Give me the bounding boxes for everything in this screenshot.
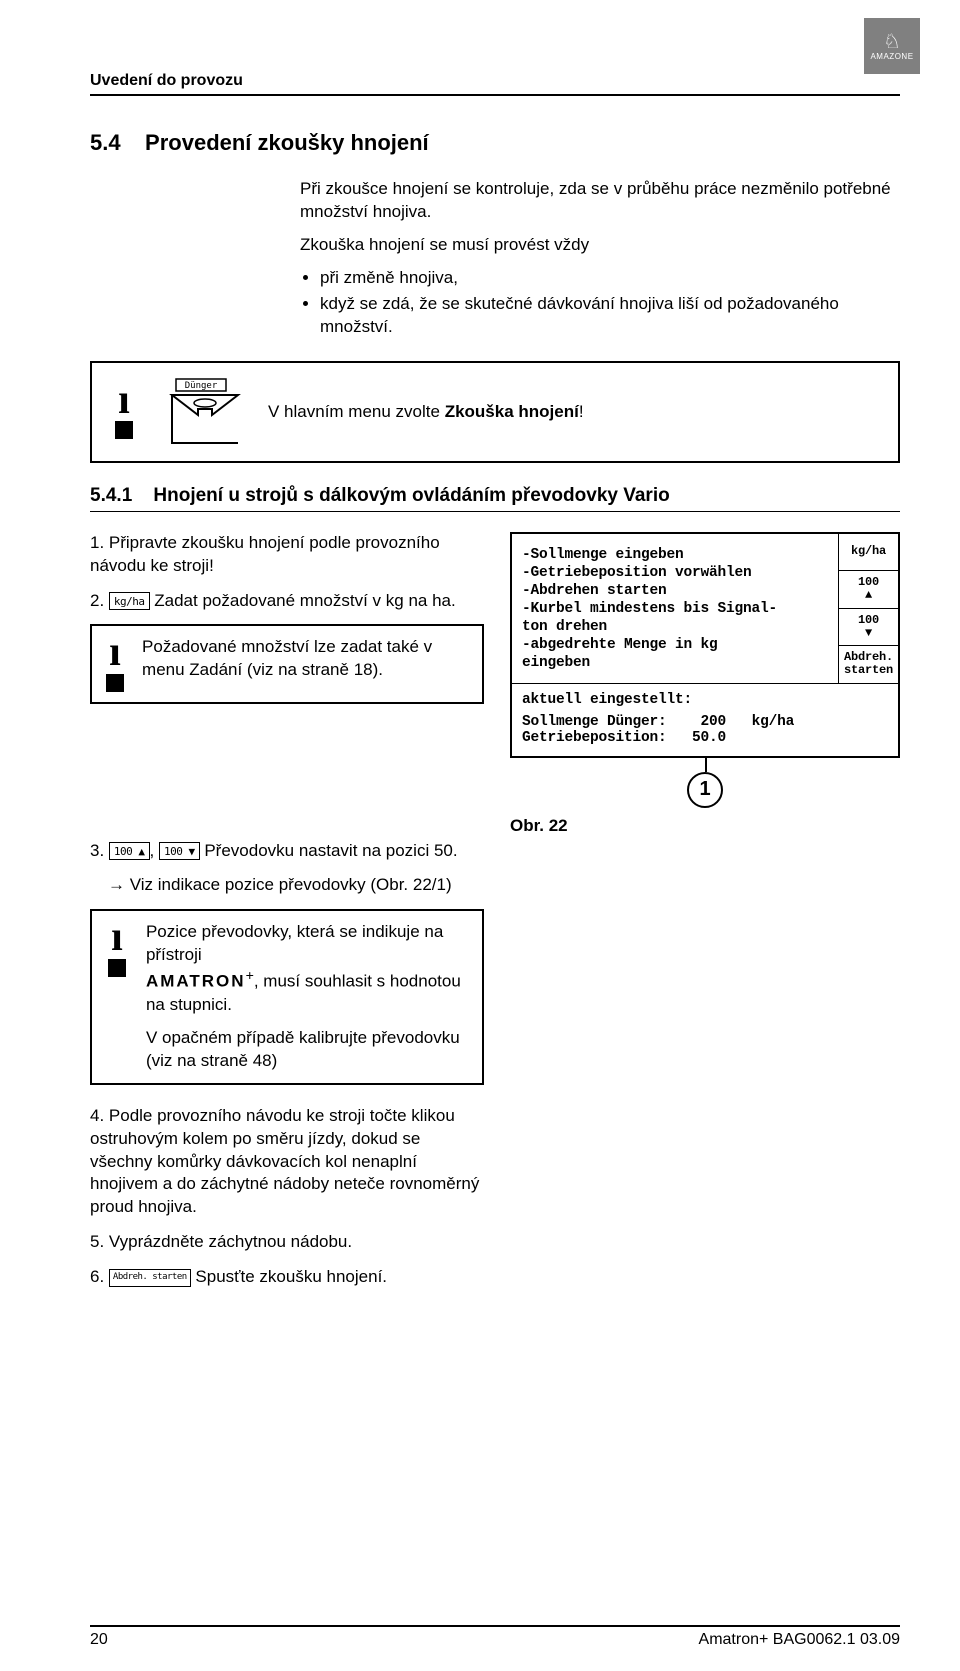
intro-p2: Zkouška hnojení se musí provést vždy	[300, 234, 900, 257]
screen-line: -Getriebeposition vorwählen	[522, 564, 832, 582]
device-screen-column: -Sollmenge eingeben -Getriebeposition vo…	[510, 532, 900, 836]
intro-bullet: když se zdá, že se skutečné dávkování hn…	[320, 293, 900, 339]
screen-line: -Sollmenge eingeben	[522, 546, 832, 564]
abdreh-starten-button[interactable]: Abdreh. starten	[109, 1269, 191, 1287]
step-1: 1. Připravte zkoušku hnojení podle provo…	[90, 532, 484, 578]
screen-main: -Sollmenge eingeben -Getriebeposition vo…	[512, 534, 838, 683]
doc-id: Amatron+ BAG0062.1 03.09	[699, 1631, 900, 1649]
info-icon: ı	[104, 921, 130, 977]
screen-status: aktuell eingestellt: Sollmenge Dünger: 2…	[512, 683, 898, 756]
screen-line: ton drehen	[522, 618, 832, 636]
softkey-up[interactable]: 100 ▲	[839, 571, 898, 608]
intro-block: Při zkoušce hnojení se kontroluje, zda s…	[300, 178, 900, 339]
figure-label: Obr. 22	[510, 816, 900, 836]
section-title: Provedení zkoušky hnojení	[145, 130, 429, 155]
section-heading: 5.4 Provedení zkoušky hnojení	[90, 130, 900, 156]
info-text: Pozice převodovky, která se indikuje na …	[146, 921, 470, 1072]
subsection-number: 5.4.1	[90, 485, 132, 506]
softkey-kgha[interactable]: kg/ha	[839, 534, 898, 571]
sollmenge-value: 200	[701, 714, 727, 730]
section-number: 5.4	[90, 130, 121, 155]
step-3: 3. 100 ▲, 100 ▼ Převodovku nastavit na p…	[90, 840, 484, 863]
step-3-sub: → Viz indikace pozice převodovky (Obr. 2…	[108, 874, 484, 897]
info-box-amatron: ı Pozice převodovky, která se indikuje n…	[90, 909, 484, 1084]
info-box-menu-zadani: ı Požadované množství lze zadat také v m…	[90, 624, 484, 704]
info-icon: ı	[106, 384, 142, 440]
info-box-main-menu: ı Dünger V hlavním menu zvolte Zkouška h…	[90, 361, 900, 463]
softkey-abdreh-starten[interactable]: Abdreh. starten	[839, 646, 898, 682]
intro-bullets: při změně hnojiva, když se zdá, že se sk…	[300, 267, 900, 339]
steps-col: 1. Připravte zkoušku hnojení podle provo…	[90, 532, 484, 724]
down-arrow-icon: ▼	[865, 627, 872, 640]
status-label: aktuell eingestellt:	[522, 692, 888, 708]
subsection-heading: 5.4.1 Hnojení u strojů s dálkovým ovládá…	[90, 485, 900, 512]
info-text: V hlavním menu zvolte Zkouška hnojení!	[268, 402, 584, 422]
logo-glyph: ♘	[883, 32, 901, 52]
logo-brand: AMAZONE	[870, 52, 913, 61]
step-6: 6. Abdreh. starten Spusťte zkoušku hnoje…	[90, 1266, 484, 1289]
step-2: 2. kg/ha Zadat požadované množství v kg …	[90, 590, 484, 613]
kgha-button[interactable]: kg/ha	[109, 592, 150, 610]
screen-line: eingeben	[522, 654, 832, 672]
screen-softkeys: kg/ha 100 ▲ 100 ▼ Abdreh. starten	[838, 534, 898, 683]
up-arrow-icon: ▲	[865, 589, 872, 602]
info-text: Požadované množství lze zadat také v men…	[142, 636, 470, 682]
step-5: 5. Vyprázdněte záchytnou nádobu.	[90, 1231, 484, 1254]
funnel-label: Dünger	[185, 381, 218, 391]
status-row: Sollmenge Dünger: 200 kg/ha	[522, 714, 888, 730]
amatron-brand: AMATRON	[146, 972, 246, 991]
subsection-title: Hnojení u strojů s dálkovým ovládáním př…	[153, 485, 669, 506]
brand-logo: ♘ AMAZONE	[864, 18, 920, 74]
screen-line: -abgedrehte Menge in kg	[522, 636, 832, 654]
screen-line: -Kurbel mindestens bis Signal-	[522, 600, 832, 618]
page-footer: 20 Amatron+ BAG0062.1 03.09	[90, 1625, 900, 1649]
pos-down-button[interactable]: 100 ▼	[159, 842, 200, 860]
intro-p1: Při zkoušce hnojení se kontroluje, zda s…	[300, 178, 900, 224]
page-number: 20	[90, 1631, 108, 1649]
callout-1: 1	[687, 772, 723, 808]
info-icon: ı	[104, 636, 126, 692]
pos-up-button[interactable]: 100 ▲	[109, 842, 150, 860]
status-row: Getriebeposition: 50.0	[522, 730, 888, 746]
device-screen: -Sollmenge eingeben -Getriebeposition vo…	[510, 532, 900, 758]
intro-bullet: při změně hnojiva,	[320, 267, 900, 290]
step-4: 4. Podle provozního návodu ke stroji toč…	[90, 1105, 484, 1220]
getriebeposition-value: 50.0	[692, 730, 726, 746]
funnel-icon: Dünger	[166, 377, 244, 447]
screen-line: -Abdrehen starten	[522, 582, 832, 600]
softkey-down[interactable]: 100 ▼	[839, 609, 898, 646]
running-head: Uvedení do provozu	[90, 72, 900, 96]
